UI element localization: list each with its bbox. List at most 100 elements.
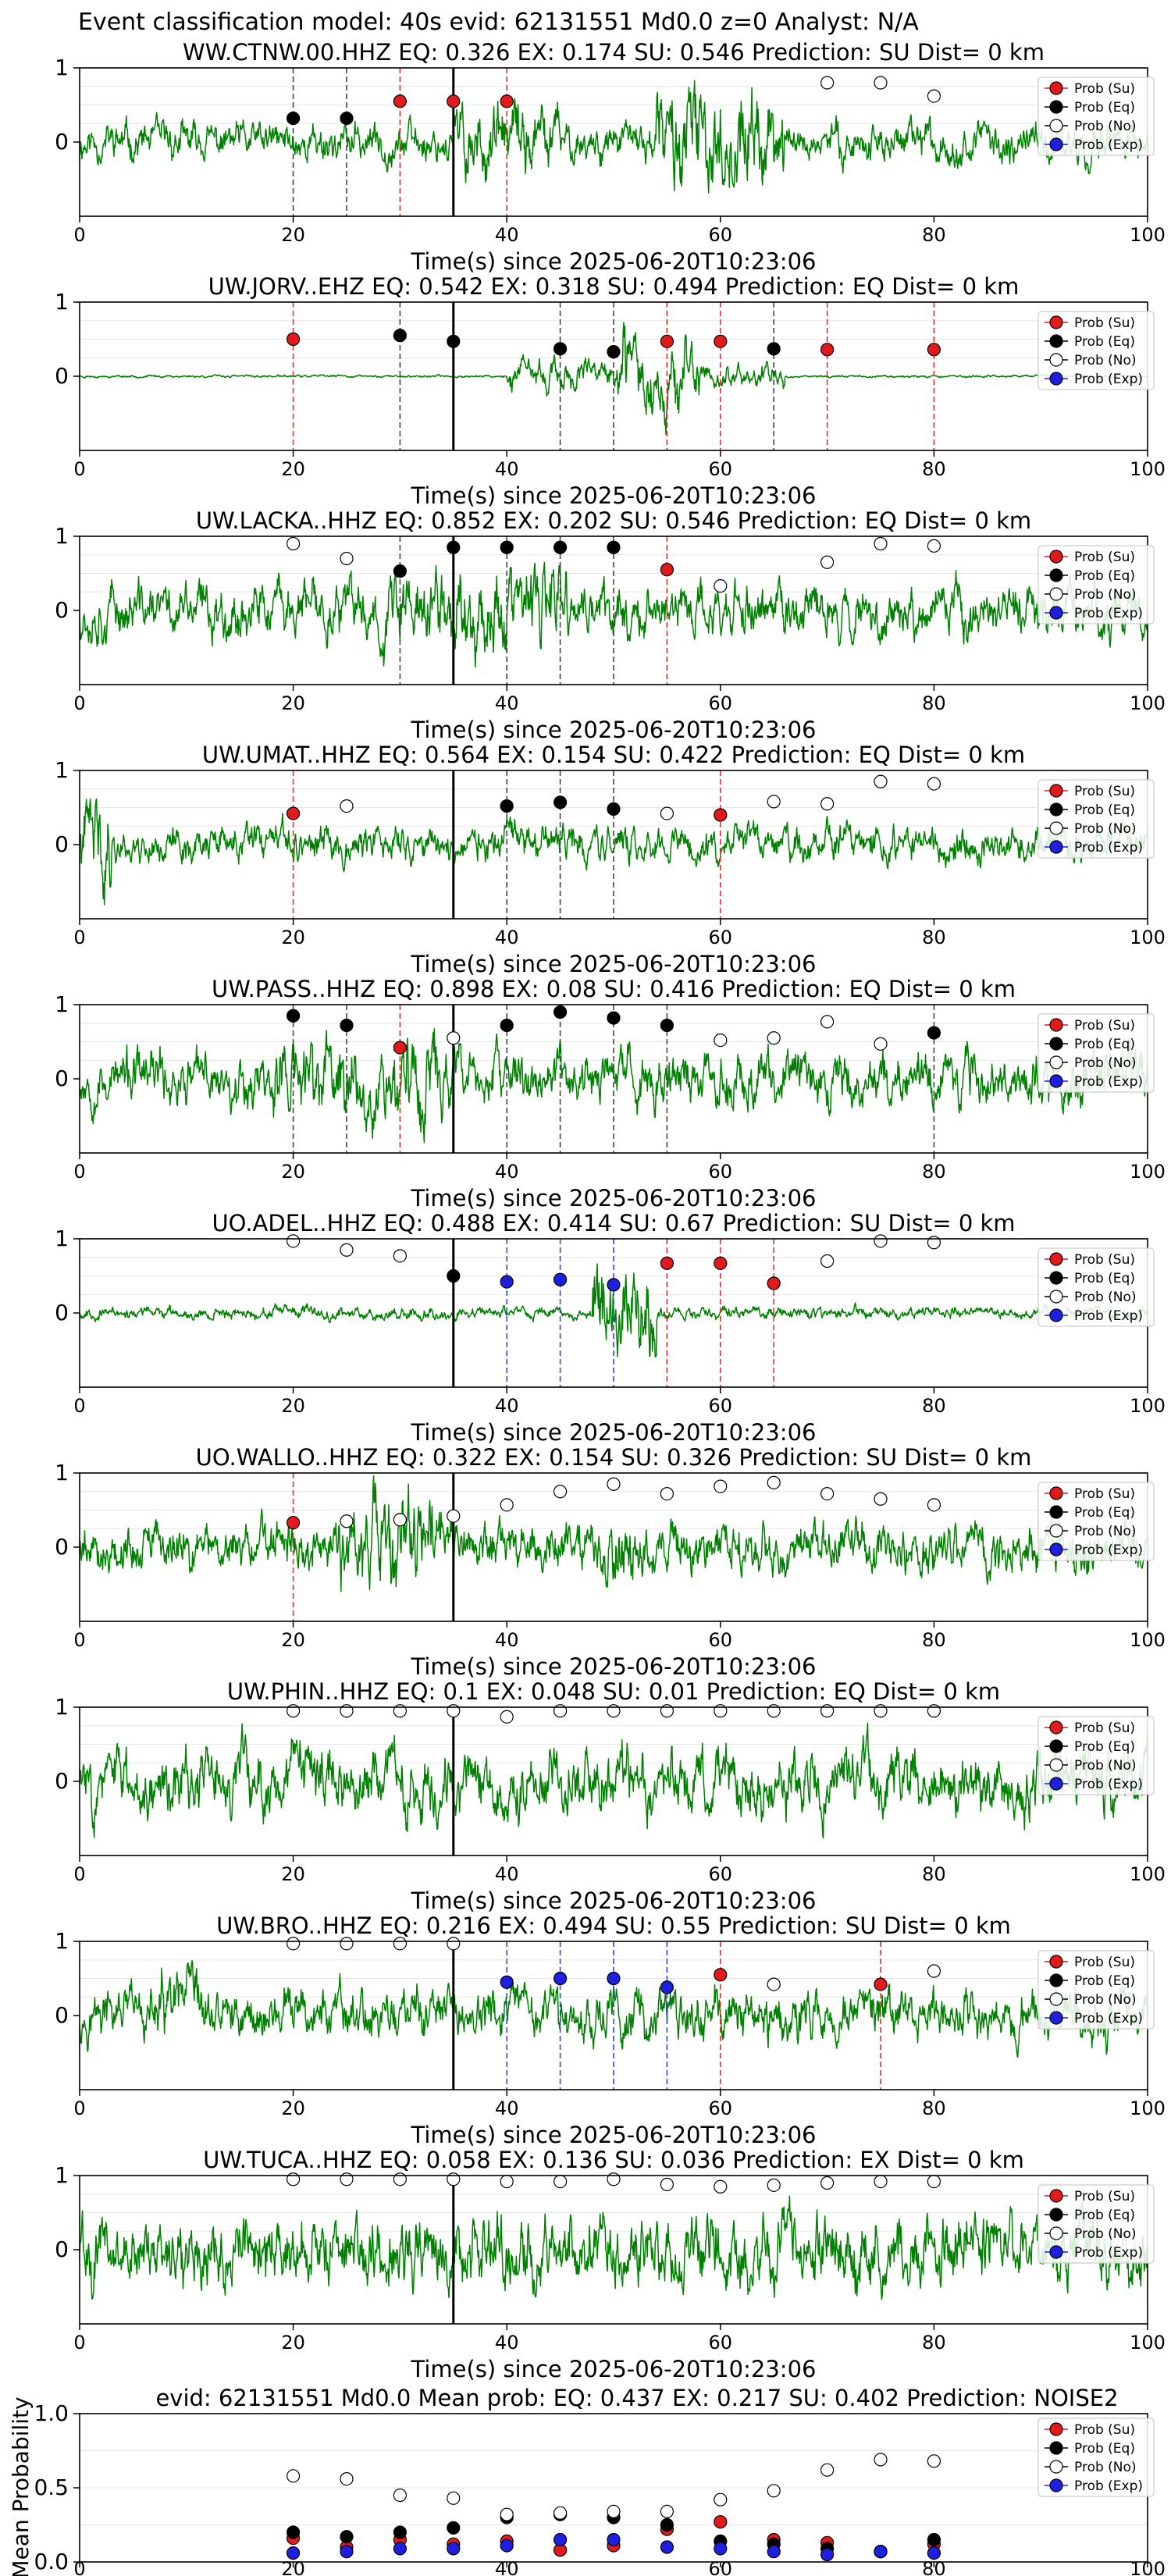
prob-point-no	[714, 1033, 728, 1048]
legend-label-su: Prob (Su)	[1074, 1486, 1135, 1502]
prob-point-no	[874, 536, 888, 551]
waveform-trace	[79, 1028, 1148, 1144]
prob-point-no	[874, 1037, 888, 1051]
prob-point-no	[767, 1475, 781, 1489]
legend-label-exp: Prob (Exp)	[1074, 606, 1143, 621]
prob-point-no	[874, 774, 888, 788]
legend-marker-eq	[1049, 100, 1063, 114]
legend-label-eq: Prob (Eq)	[1074, 568, 1135, 584]
legend-4: Prob (Su) Prob (Eq) Prob (No) Prob (Exp)	[1038, 1013, 1155, 1093]
prob-point-eq	[340, 112, 354, 126]
panel-title: UO.WALLO..HHZ EQ: 0.322 EX: 0.154 SU: 0.…	[196, 1444, 1032, 1471]
legend-label-no: Prob (No)	[1074, 821, 1137, 837]
y-tick-label: 0	[55, 1066, 69, 1091]
y-tick-label: 1	[55, 523, 69, 549]
x-tick-label: 0	[73, 1161, 85, 1183]
legend-marker-su	[1049, 1252, 1063, 1266]
legend-marker-exp	[1049, 1308, 1063, 1322]
legend-3: Prob (Su) Prob (Eq) Prob (No) Prob (Exp)	[1038, 779, 1155, 859]
mean-point-no	[714, 2492, 728, 2507]
prob-point-no	[393, 2172, 408, 2186]
x-tick-label: 0	[73, 692, 85, 714]
x-tick-label: 100	[1130, 927, 1166, 948]
prob-point-no	[927, 89, 941, 103]
prob-point-no	[500, 1710, 514, 1724]
prob-point-no	[820, 1704, 835, 1718]
legend-marker-exp	[1049, 137, 1063, 151]
x-tick-label: 100	[1130, 1161, 1166, 1183]
legend-8: Prob (Su) Prob (Eq) Prob (No) Prob (Exp)	[1038, 1950, 1155, 2030]
panel-title: WW.CTNW.00.HHZ EQ: 0.326 EX: 0.174 SU: 0…	[183, 39, 1045, 66]
x-axis-label: Time(s) since 2025-06-20T10:23:06	[411, 717, 817, 743]
prob-point-eq	[447, 1268, 461, 1283]
x-tick-label: 80	[922, 224, 946, 246]
x-tick-label: 100	[1130, 1629, 1166, 1651]
prob-point-eq	[607, 345, 621, 359]
mean-point-no	[767, 2484, 781, 2498]
x-axis-label: Time(s) since 2025-06-20T10:23:06	[411, 1888, 817, 1914]
legend-label-eq: Prob (Eq)	[1074, 1037, 1135, 1052]
legend-box	[1038, 1013, 1155, 1093]
y-tick-label: 1	[55, 55, 69, 80]
legend-label-exp: Prob (Exp)	[1074, 372, 1143, 387]
panel-title: UW.PASS..HHZ EQ: 0.898 EX: 0.08 SU: 0.41…	[212, 976, 1016, 1002]
figure-suptitle: Event classification model: 40s evid: 62…	[78, 9, 919, 36]
prob-point-exp	[553, 1971, 568, 1986]
legend-label-exp: Prob (Exp)	[1074, 1777, 1143, 1792]
legend-label-no: Prob (No)	[1074, 119, 1137, 134]
prob-point-no	[820, 1015, 835, 1029]
x-tick-label: 80	[922, 458, 946, 480]
legend-label-su: Prob (Su)	[1074, 784, 1135, 799]
x-tick-label: 40	[495, 1629, 519, 1651]
x-axis-label: Time(s) since 2025-06-20T10:23:06	[411, 951, 817, 977]
prob-point-su	[660, 334, 674, 348]
x-tick-label: 40	[495, 1161, 519, 1183]
prob-point-no	[767, 1977, 781, 1991]
legend-label-exp: Prob (Exp)	[1074, 2011, 1143, 2026]
legend-box	[1038, 1247, 1155, 1327]
prob-point-no	[874, 1704, 888, 1718]
waveform-trace	[79, 561, 1148, 668]
x-tick-label: 20	[281, 927, 305, 948]
y-tick-label: 1	[55, 1460, 69, 1485]
legend-marker-exp	[1049, 1074, 1063, 1088]
x-tick-label: 80	[922, 1395, 946, 1417]
panel-UW.TUCA..HHZ: UW.TUCA..HHZ EQ: 0.058 EX: 0.136 SU: 0.0…	[55, 2147, 1166, 2382]
x-tick-label: 80	[922, 1629, 946, 1651]
legend-box	[1038, 1482, 1155, 1561]
prob-point-no	[447, 1937, 461, 1951]
prob-point-no	[660, 2177, 674, 2191]
legend-marker-exp	[1049, 606, 1063, 620]
legend-label-su: Prob (Su)	[1074, 1720, 1135, 1736]
panel-title: UW.PHIN..HHZ EQ: 0.1 EX: 0.048 SU: 0.01 …	[227, 1678, 1000, 1705]
legend-marker-no	[1049, 587, 1063, 601]
legend-label-no: Prob (No)	[1074, 1055, 1137, 1071]
prob-point-no	[447, 1704, 461, 1718]
prob-point-su	[660, 563, 674, 577]
x-tick-label: 0	[73, 1863, 85, 1885]
panel-title: evid: 62131551 Md0.0 Mean prob: EQ: 0.43…	[155, 2385, 1118, 2411]
x-tick-label: 80	[922, 2558, 946, 2576]
x-axis-label: Time(s) since 2025-06-20T10:23:06	[411, 1419, 817, 1446]
x-tick-label: 100	[1130, 224, 1166, 246]
prob-point-no	[553, 1704, 568, 1718]
y-tick-label: 0.0	[34, 2549, 69, 2574]
legend-6: Prob (Su) Prob (Eq) Prob (No) Prob (Exp)	[1038, 1482, 1155, 1561]
prob-point-no	[927, 1498, 941, 1512]
waveform-trace	[79, 1722, 1148, 1839]
waveform-trace	[79, 1475, 1148, 1592]
prob-point-no	[660, 1486, 674, 1501]
legend-label-no: Prob (No)	[1074, 353, 1137, 368]
legend-marker-no	[1049, 2460, 1063, 2474]
legend-label-eq: Prob (Eq)	[1074, 1271, 1135, 1286]
y-tick-label: 1	[55, 1226, 69, 1251]
prob-point-no	[767, 1704, 781, 1718]
x-tick-label: 60	[709, 224, 733, 246]
panel-WW.CTNW.00.HHZ: WW.CTNW.00.HHZ EQ: 0.326 EX: 0.174 SU: 0…	[55, 39, 1166, 275]
legend-box	[1038, 1950, 1155, 2030]
legend-box	[1038, 76, 1155, 156]
prob-point-su	[447, 94, 461, 109]
prob-point-no	[820, 1254, 835, 1268]
prob-point-no	[820, 797, 835, 811]
legend-label-exp: Prob (Exp)	[1074, 137, 1143, 153]
